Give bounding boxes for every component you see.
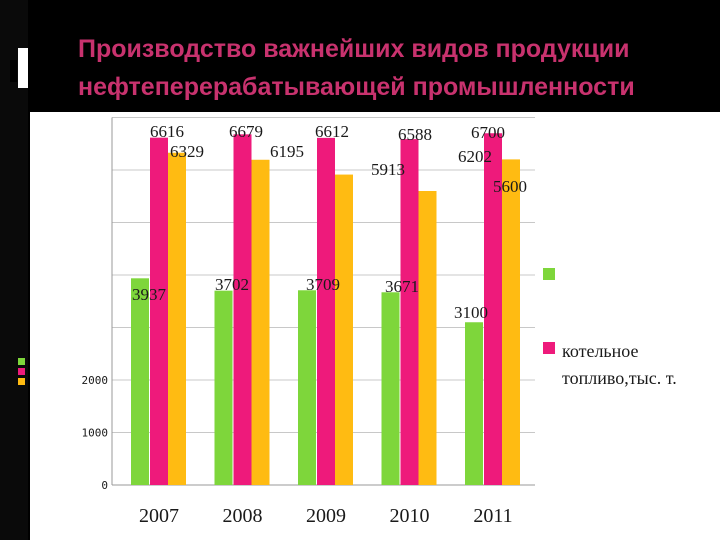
decorative-bar (18, 48, 28, 88)
bar-green (465, 322, 483, 485)
bar-green (131, 278, 149, 485)
data-label: 3702 (215, 275, 249, 294)
legend-marker-green (543, 268, 555, 280)
legend-marker-magenta (543, 342, 555, 354)
decorative-green-square (18, 358, 25, 365)
x-tick-label: 2007 (139, 505, 179, 527)
y-tick-label: 1000 (82, 427, 109, 440)
bar-orange (418, 191, 437, 485)
legend-label-fuel-oil: котельное топливо,тыс. т. (562, 341, 677, 388)
data-label: 3100 (454, 303, 488, 322)
data-label: 6202 (458, 147, 492, 166)
x-tick-label: 2008 (223, 505, 263, 527)
slide-title: Производство важнейших видов продукции н… (78, 30, 698, 106)
data-label: 3937 (132, 285, 167, 304)
decorative-pink-square (18, 368, 25, 375)
y-tick-label: 0 (101, 479, 108, 492)
data-label: 6329 (170, 142, 204, 161)
decorative-orange-square (18, 378, 25, 385)
data-label: 6195 (270, 142, 304, 161)
bar-green (214, 290, 233, 485)
data-label: 5600 (493, 177, 527, 196)
bar-green (381, 292, 400, 485)
title-line-2: нефтеперерабатывающей промышленности (78, 73, 635, 101)
x-tick-label: 2009 (306, 505, 346, 527)
bar-orange (168, 152, 186, 486)
bar-magenta (317, 137, 335, 485)
data-label: 6700 (471, 123, 505, 142)
bar-magenta (484, 133, 502, 485)
x-tick-label: 2011 (473, 505, 512, 527)
data-label: 6679 (229, 122, 263, 141)
bar-magenta (150, 137, 168, 485)
data-label: 6588 (398, 125, 432, 144)
title-line-1: Производство важнейших видов продукции (78, 35, 630, 63)
x-tick-label: 2010 (390, 505, 430, 527)
bar-orange (251, 159, 270, 485)
y-tick-label: 2000 (82, 374, 109, 387)
data-label: 6616 (150, 122, 184, 141)
bar-orange (335, 174, 353, 485)
bar-magenta (233, 134, 252, 486)
bar-magenta (400, 139, 419, 485)
bar-green (298, 290, 316, 485)
data-label: 3709 (306, 275, 340, 294)
left-strip (0, 0, 28, 540)
data-label: 6612 (315, 122, 349, 141)
data-label: 3671 (385, 277, 419, 296)
data-label: 5913 (371, 160, 405, 179)
decorative-line (10, 60, 17, 82)
bar-orange (502, 159, 520, 485)
